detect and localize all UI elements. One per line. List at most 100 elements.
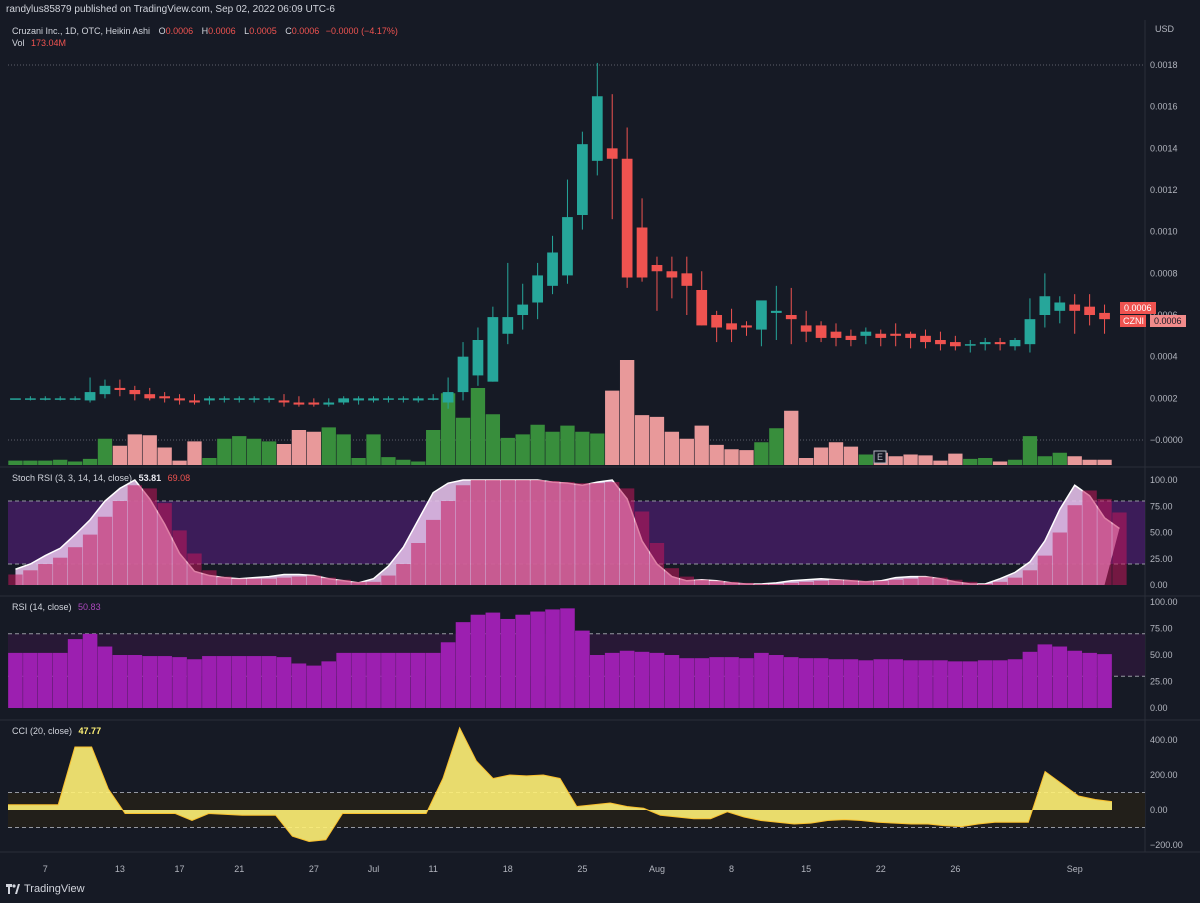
- volume-bar: [1052, 452, 1067, 465]
- volume-bar: [321, 427, 336, 465]
- volume-bar: [799, 458, 814, 465]
- stoch-d-bar: [426, 519, 441, 585]
- rsi-bar: [127, 655, 143, 708]
- stoch-rsi-pane[interactable]: 100.00 75.00 50.00 25.00 0.00: [8, 475, 1178, 590]
- stoch-d-bar: [828, 579, 844, 585]
- candle-body: [129, 390, 141, 395]
- rsi-bar: [455, 622, 471, 708]
- stoch-d-bar: [978, 583, 993, 585]
- rsi-bar: [694, 658, 710, 708]
- earnings-marker[interactable]: [873, 450, 887, 464]
- stoch-d-bar: [202, 570, 217, 585]
- volume-bar: [963, 458, 978, 465]
- time-axis[interactable]: 7 13 17 21 27 Jul 11 18 25 Aug 8 15 22 26 Sep: [43, 864, 1083, 874]
- time-tick-label: Sep: [1067, 864, 1083, 874]
- rsi-tick-label: 0.00: [1150, 703, 1168, 713]
- rsi-bar: [575, 630, 590, 708]
- low-value: 0.0005: [249, 26, 277, 36]
- volume-bar: [679, 438, 694, 465]
- stoch-d-bar: [187, 553, 202, 585]
- candle-body: [830, 331, 842, 338]
- candle-body: [636, 227, 648, 278]
- stoch-d-bar: [38, 564, 53, 585]
- stoch-d-bar: [366, 581, 381, 585]
- volume-bar: [485, 414, 501, 465]
- stoch-d-bar: [112, 501, 128, 585]
- volume-bar: [470, 388, 486, 465]
- stoch-d-bar: [232, 578, 247, 585]
- candle-body: [979, 342, 991, 345]
- stoch-d-bar: [142, 488, 157, 585]
- rsi-bar: [649, 652, 665, 708]
- time-tick-label: 27: [309, 864, 319, 874]
- volume-bar: [247, 438, 262, 465]
- stoch-d-bar: [888, 579, 903, 585]
- stoch-d-bar: [396, 564, 411, 585]
- candle-body: [353, 398, 364, 401]
- ticker-tag: CZNI: [1123, 316, 1144, 326]
- stoch-tick-label: 25.00: [1150, 554, 1173, 564]
- candle-body: [577, 144, 588, 215]
- volume-bar: [306, 431, 321, 465]
- candle-body: [785, 315, 797, 320]
- candle-body: [39, 398, 51, 400]
- candle-body: [935, 340, 946, 345]
- candle-body: [770, 310, 782, 313]
- stoch-d-bar: [157, 503, 172, 585]
- time-tick-label: 22: [876, 864, 886, 874]
- volume-bar: [754, 442, 769, 465]
- tradingview-brand[interactable]: TradingView: [6, 883, 85, 895]
- stoch-d-bar: [992, 581, 1008, 585]
- candle-body: [875, 333, 887, 338]
- rsi-bar: [1067, 650, 1083, 708]
- cci-legend: CCI (20, close) 47.77: [12, 726, 101, 736]
- rsi-bar: [873, 659, 889, 708]
- rsi-tick-label: 25.00: [1150, 677, 1173, 687]
- volume-bar: [590, 433, 605, 465]
- candle-body: [1099, 312, 1110, 320]
- candle-body: [1054, 302, 1066, 311]
- cci-pane[interactable]: 400.00 200.00 0.00 −200.00: [8, 726, 1183, 850]
- stoch-d-bar: [754, 583, 769, 585]
- candle-body: [174, 398, 185, 401]
- rsi-bar: [1052, 646, 1068, 708]
- candle-body: [293, 402, 305, 405]
- ticker-price-tag-bg: [1150, 315, 1186, 327]
- stoch-tick-label: 50.00: [1150, 528, 1173, 538]
- rsi-bar: [172, 657, 187, 708]
- volume-bar: [1067, 456, 1082, 465]
- last-price-tag: 0.0006: [1124, 303, 1152, 313]
- candle-body: [860, 331, 872, 336]
- volume-bar: [619, 360, 635, 465]
- candle-body: [54, 398, 66, 400]
- candle-body: [427, 398, 439, 400]
- rsi-value: 50.83: [78, 602, 101, 612]
- rsi-bar: [8, 652, 23, 708]
- stoch-d-bar: [321, 577, 336, 585]
- candle-body: [502, 317, 514, 334]
- volume-bar: [649, 416, 665, 465]
- stoch-d-bar: [500, 480, 515, 585]
- candle-body: [696, 290, 708, 326]
- rsi-bar: [933, 660, 948, 708]
- candle-body: [815, 325, 827, 338]
- rsi-bar: [276, 657, 292, 708]
- rsi-pane[interactable]: 100.00 75.00 50.00 25.00 0.00: [8, 597, 1178, 713]
- price-axis[interactable]: 0.0018 0.0016 0.0014 0.0012 0.0010 0.0008 0.00…: [1150, 60, 1183, 445]
- stoch-d-bar: [619, 488, 635, 585]
- candle-body: [994, 342, 1006, 345]
- volume-bar: [664, 431, 680, 465]
- stoch-d-bar: [82, 534, 98, 585]
- volume-bar: [172, 460, 187, 465]
- candlestick-series[interactable]: [10, 62, 1110, 409]
- volume-bar: [575, 431, 590, 465]
- candle-body: [741, 325, 752, 328]
- volume-bar: [351, 458, 366, 465]
- candle-body: [442, 392, 454, 403]
- candle-body: [204, 398, 215, 401]
- volume-bar: [411, 461, 426, 465]
- symbol-title: Cruzani Inc., 1D, OTC, Heikin Ashi: [12, 26, 150, 36]
- candle-body: [189, 400, 200, 403]
- cci-tick-label: −200.00: [1150, 840, 1183, 850]
- stoch-d-bar: [634, 511, 650, 585]
